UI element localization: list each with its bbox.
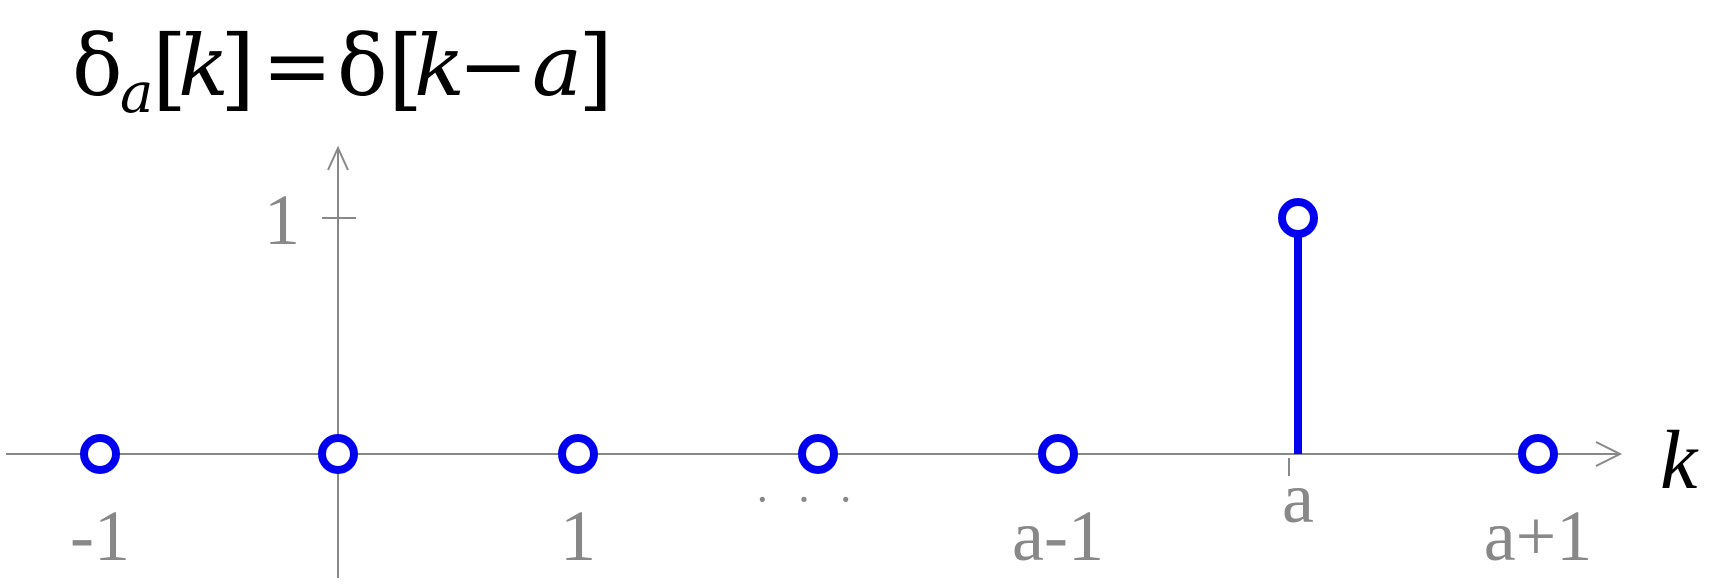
title-delta-2: δ [337,17,388,115]
x-tick-label-1: 1 [560,496,596,576]
x-tick-labels: -1 1 a-1 a a+1 [70,458,1592,576]
stem-marker-a [1278,198,1318,238]
stem-marker-· · · [798,434,838,474]
x-tick-label-a: a [1282,458,1314,538]
x-tick-label-a+1: a+1 [1484,496,1593,576]
x-ellipsis: · · · [755,475,861,524]
x-axis-arrowhead [1595,441,1623,467]
stem-marker--1 [80,434,120,474]
stem-marker-a+1 [1518,434,1558,474]
stem-series [80,198,1558,474]
title-a: a [532,17,582,115]
y-tick-label-1: 1 [264,180,300,260]
x-axis-label: k [1660,414,1699,507]
title-k-1: k [178,17,229,115]
x-tick-label-a-1: a-1 [1012,496,1104,576]
x-tick-label--1: -1 [70,496,130,576]
title-left-bracket-1: [ [152,16,187,121]
title-delta-1: δ [72,17,123,115]
y-axis-arrowhead [327,145,349,171]
stem-marker-1 [558,434,598,474]
title-k-2: k [414,17,465,115]
title-right-bracket-2: ] [578,16,613,121]
title-equals: = [262,17,332,115]
stem-marker-a-1 [1038,434,1078,474]
title-subscript-a: a [120,61,153,126]
title-right-bracket-1: ] [220,16,255,121]
chart-title: δ a [ k ] = δ [ k − a ] [72,16,613,126]
title-left-bracket-2: [ [388,16,423,121]
title-minus: − [458,17,528,115]
stem-marker-0 [318,434,358,474]
